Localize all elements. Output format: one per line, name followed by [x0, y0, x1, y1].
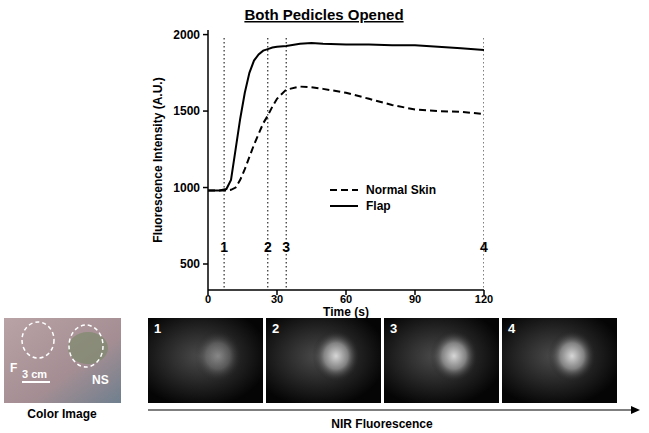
nir-glow — [312, 330, 360, 382]
scale-bar-label: 3 cm — [22, 368, 47, 380]
nir-image — [502, 318, 617, 403]
title: Both Pedicles Opened — [244, 6, 403, 23]
image-annotation: F — [10, 361, 17, 375]
y-tick — [203, 187, 208, 189]
y-tick — [203, 34, 208, 36]
legend-label: Flap — [366, 199, 391, 213]
legend-label: Normal Skin — [366, 183, 436, 197]
nir-image — [266, 318, 381, 403]
x-tick-label: 0 — [205, 293, 211, 305]
x-tick-label: 120 — [475, 293, 493, 305]
y-axis — [207, 30, 209, 290]
legend-swatch — [330, 189, 358, 191]
y-tick-label: 1500 — [173, 104, 200, 118]
image-label: Color Image — [27, 407, 97, 421]
x-axis-label: Time (s) — [323, 305, 369, 319]
series-line — [208, 43, 484, 191]
x-tick-label: 60 — [340, 293, 352, 305]
nir-glow — [194, 330, 242, 382]
frame-label: 2 — [272, 321, 279, 336]
time-marker-label: 4 — [480, 239, 488, 255]
nir-glow — [548, 330, 596, 382]
legend-swatch — [330, 205, 358, 207]
time-marker-label: 3 — [282, 239, 290, 255]
x-tick-label: 30 — [271, 293, 283, 305]
color-image — [4, 318, 121, 403]
series-line — [208, 87, 484, 191]
scale-bar — [22, 381, 50, 383]
y-tick — [203, 110, 208, 112]
image-annotation: NS — [92, 373, 109, 387]
time-arrow — [148, 409, 632, 410]
x-tick-label: 90 — [409, 293, 421, 305]
nir-image — [384, 318, 499, 403]
wound — [68, 332, 108, 364]
frame-label: 3 — [390, 321, 397, 336]
nir-glow — [430, 330, 478, 382]
nir-image — [148, 318, 263, 403]
y-axis-label: Fluorescence Intensity (A.U.) — [151, 77, 165, 242]
y-tick-label: 2000 — [173, 28, 200, 42]
y-tick — [203, 263, 208, 265]
roi-flap — [22, 322, 54, 358]
time-marker-label: 2 — [264, 239, 272, 255]
arrow-head — [631, 406, 640, 414]
frame-label: 1 — [154, 321, 161, 336]
y-tick-label: 1000 — [173, 181, 200, 195]
plot-area — [208, 38, 484, 290]
y-tick-label: 500 — [180, 257, 200, 271]
figure: Both Pedicles Opened 500 1000 1500 2000 0 30 60… — [0, 0, 649, 433]
time-marker-label: 1 — [220, 239, 228, 255]
roi-normal-skin — [69, 325, 103, 367]
image-label: NIR Fluorescence — [331, 417, 433, 431]
frame-label: 4 — [508, 321, 516, 336]
